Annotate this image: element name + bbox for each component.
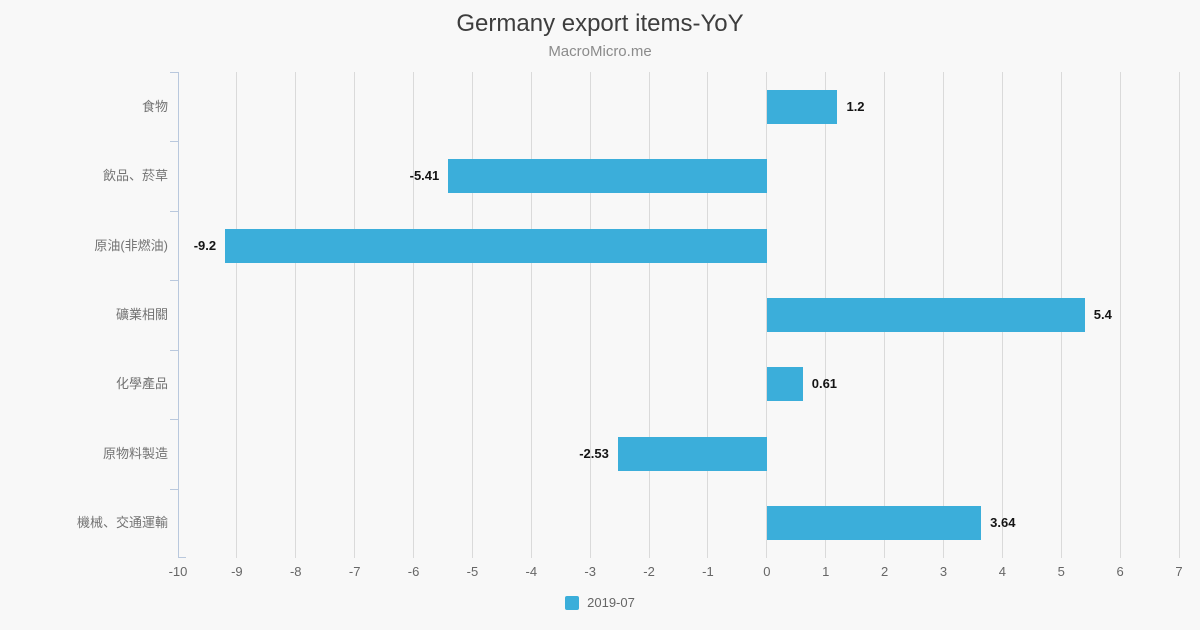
- x-tick-label: -3: [584, 564, 596, 579]
- axis-tick: [170, 280, 178, 281]
- bar[interactable]: [766, 298, 1085, 332]
- x-tick-label: -1: [702, 564, 714, 579]
- axis-tick: [170, 211, 178, 212]
- x-tick-label: -10: [168, 564, 188, 579]
- category-label: 礦業相關: [115, 307, 168, 322]
- category-label: 食物: [141, 99, 168, 114]
- y-axis-line: [178, 72, 179, 558]
- x-tick-label: 1: [822, 564, 830, 579]
- bar[interactable]: [448, 159, 767, 193]
- axis-tick: [170, 141, 178, 142]
- x-tick-label: -2: [643, 564, 655, 579]
- gridline: [413, 72, 415, 558]
- value-label: -2.53: [579, 446, 609, 461]
- x-tick-label: -4: [525, 564, 538, 579]
- gridline: [648, 72, 650, 558]
- legend-swatch-icon: [565, 596, 580, 610]
- value-label: 1.2: [846, 99, 865, 114]
- value-label: 3.64: [990, 515, 1016, 530]
- axis-bottom-tick: [178, 557, 186, 558]
- category-label: 化學產品: [115, 376, 168, 391]
- x-tick-label: -9: [231, 564, 243, 579]
- value-label: 0.61: [811, 376, 838, 391]
- x-tick-label: -6: [407, 564, 420, 579]
- x-tick-label: -8: [289, 564, 302, 579]
- gridline: [354, 72, 356, 558]
- x-tick-label: 4: [998, 564, 1006, 579]
- legend-label: 2019-07: [587, 595, 635, 610]
- x-tick-label: 6: [1116, 564, 1124, 579]
- gridline: [295, 72, 297, 558]
- axis-tick: [170, 350, 178, 351]
- chart-title: Germany export items-YoY: [456, 10, 744, 37]
- value-label: 5.4: [1093, 307, 1112, 322]
- gridline: [236, 72, 238, 558]
- x-tick-label: 0: [763, 564, 771, 579]
- axis-tick: [170, 489, 178, 490]
- legend-item[interactable]: 2019-07: [565, 595, 635, 611]
- legend: 2019-07: [0, 595, 1200, 611]
- gridline: [1178, 72, 1180, 558]
- gridline: [530, 72, 532, 558]
- category-label: 原油(非燃油): [94, 238, 168, 253]
- x-axis: -10 -9 -8 -7 -6 -5 -4 -3 -2 -1 0 1 2 3 4 5 6 7: [169, 562, 1183, 582]
- gridline: [1119, 72, 1121, 558]
- value-label: -9.2: [193, 238, 217, 253]
- axis-tick: [170, 72, 178, 73]
- bar[interactable]: [617, 437, 767, 471]
- x-tick-label: -5: [466, 564, 479, 579]
- category-axis: 食物飲品、菸草原油(非燃油) 礦業相關化學產品原物料製造機械、交通運輸: [0, 72, 168, 558]
- category-label: 飲品、菸草: [102, 168, 168, 183]
- x-tick-label: 3: [939, 564, 948, 579]
- axis-tick: [170, 419, 178, 420]
- chart-subtitle: MacroMicro.me: [548, 43, 652, 60]
- value-label: -5.41: [409, 168, 440, 183]
- gridline: [589, 72, 591, 558]
- category-label: 原物料製造: [102, 446, 168, 461]
- x-tick-label: 5: [1057, 564, 1065, 579]
- bar[interactable]: [766, 367, 803, 401]
- gridline: [707, 72, 709, 558]
- x-tick-label: -7: [348, 564, 361, 579]
- bar[interactable]: [766, 506, 982, 540]
- bar[interactable]: [225, 229, 767, 263]
- category-label: 機械、交通運輸: [76, 515, 168, 530]
- x-tick-label: 7: [1175, 564, 1183, 579]
- x-tick-label: 2: [880, 564, 889, 579]
- gridline: [471, 72, 473, 558]
- bar[interactable]: [766, 90, 838, 124]
- plot-area: 1.2 -5.41 -9.2 5.4 0.61 -2.53 3.64: [170, 72, 1180, 558]
